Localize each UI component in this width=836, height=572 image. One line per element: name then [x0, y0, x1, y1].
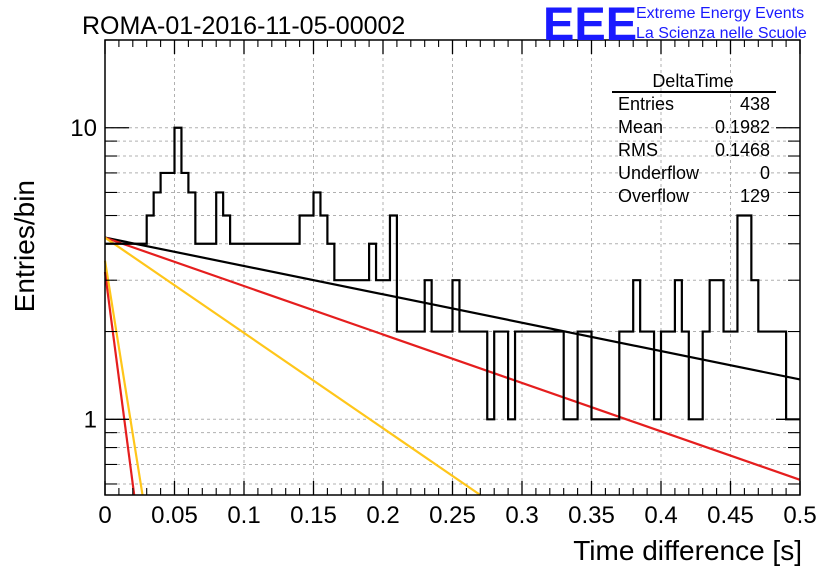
chart-title: ROMA-01-2016-11-05-00002 [82, 12, 405, 40]
fit-line [103, 260, 144, 496]
x-tick-label: 0.05 [151, 502, 198, 529]
grid [104, 39, 801, 495]
x-tick-label: 0.25 [429, 502, 476, 529]
x-tick-label: 0.15 [290, 502, 337, 529]
stats-title: DeltaTime [652, 71, 733, 91]
histogram-outline [105, 126, 800, 421]
y-tick-label: 1 [84, 406, 97, 433]
stats-rows: Entries 438 Mean 0.1982 RMS 0.1468 Underflow 0 O… [618, 94, 770, 206]
y-tick-labels: 1 10 [70, 115, 97, 434]
fit-line [104, 236, 801, 481]
stats-value: 0.1468 [715, 140, 770, 160]
x-tick-label: 0.4 [644, 502, 677, 529]
stats-value: 0 [760, 163, 770, 183]
stats-label: RMS [618, 140, 658, 160]
axis-ticks [104, 39, 801, 495]
logo-line-1: Extreme Energy Events [636, 5, 804, 22]
stats-label: Overflow [618, 186, 690, 206]
y-tick-label: 10 [70, 115, 97, 142]
stats-box: DeltaTime Entries 438 Mean 0.1982 RMS 0.1468 U… [612, 71, 776, 206]
stats-label: Underflow [618, 163, 700, 183]
fit-line [103, 271, 136, 496]
stats-value: 129 [740, 186, 770, 206]
x-tick-labels: 0 0.05 0.1 0.15 0.2 0.25 0.3 0.35 0.4 0.45 0.5 [98, 502, 816, 529]
x-tick-label: 0.2 [366, 502, 399, 529]
y-axis-title: Entries/bin [9, 180, 40, 312]
logo-line-2: La Scienza nelle Scuole [636, 25, 807, 42]
logo: EEE Extreme Energy Events La Scienza nel… [543, 0, 807, 50]
x-tick-label: 0.3 [505, 502, 538, 529]
x-axis-title: Time difference [s] [573, 535, 802, 566]
stats-value: 438 [740, 94, 770, 114]
x-tick-label: 0.5 [783, 502, 816, 529]
x-tick-label: 0 [98, 502, 111, 529]
fit-line [104, 236, 481, 496]
stats-value: 0.1982 [715, 117, 770, 137]
x-tick-label: 0.45 [707, 502, 754, 529]
x-tick-label: 0.35 [568, 502, 615, 529]
stats-label: Mean [618, 117, 663, 137]
x-tick-label: 0.1 [227, 502, 260, 529]
stats-label: Entries [618, 94, 674, 114]
logo-mark: EEE [543, 0, 637, 50]
